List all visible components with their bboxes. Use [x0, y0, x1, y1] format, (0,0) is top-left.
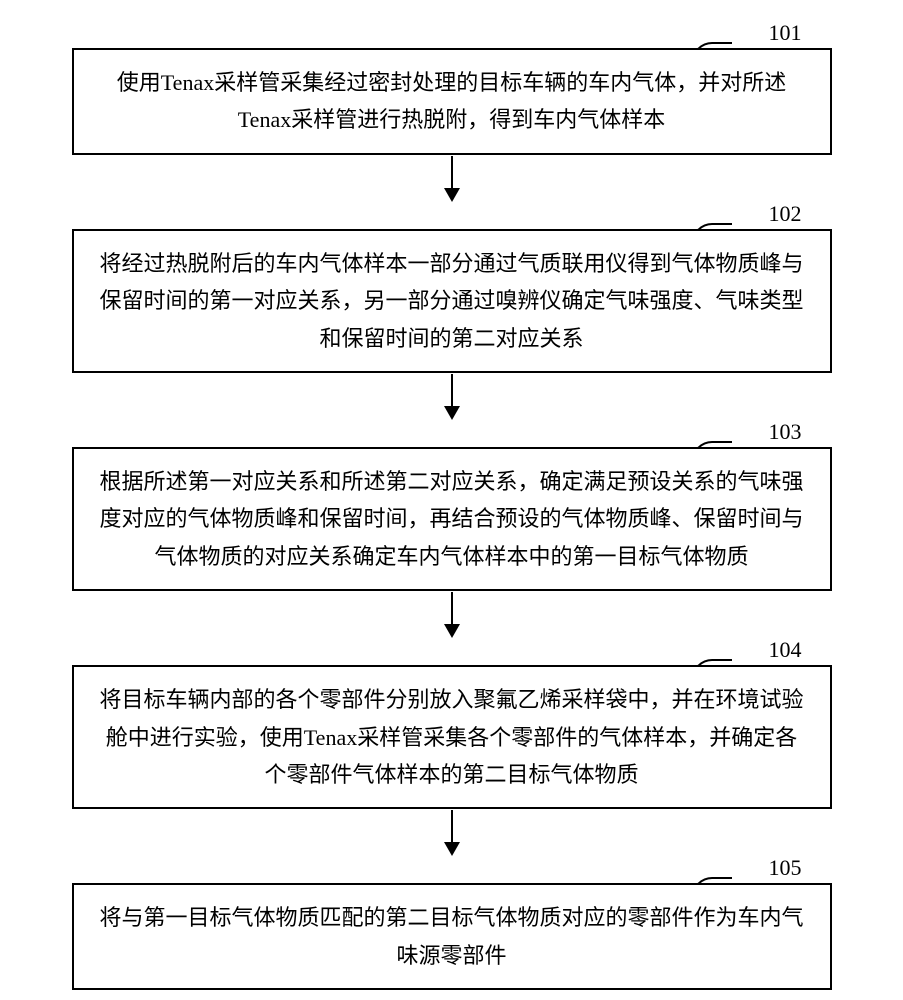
step-box-2: 将经过热脱附后的车内气体样本一部分通过气质联用仪得到气体物质峰与保留时间的第一对… — [72, 229, 832, 373]
flowchart-container: 101 使用Tenax采样管采集经过密封处理的目标车辆的车内气体，并对所述Ten… — [40, 30, 863, 990]
arrow-line — [451, 592, 453, 624]
arrow-3 — [444, 591, 460, 639]
step-wrapper-1: 101 使用Tenax采样管采集经过密封处理的目标车辆的车内气体，并对所述Ten… — [72, 48, 832, 155]
step-box-5: 将与第一目标气体物质匹配的第二目标气体物质对应的零部件作为车内气味源零部件 — [72, 883, 832, 990]
step-wrapper-3: 103 根据所述第一对应关系和所述第二对应关系，确定满足预设关系的气味强度对应的… — [72, 447, 832, 591]
step-wrapper-2: 102 将经过热脱附后的车内气体样本一部分通过气质联用仪得到气体物质峰与保留时间… — [72, 229, 832, 373]
step-label-3: 103 — [769, 419, 802, 445]
step-label-2: 102 — [769, 201, 802, 227]
arrow-head-icon — [444, 624, 460, 638]
arrow-head-icon — [444, 406, 460, 420]
step-box-3: 根据所述第一对应关系和所述第二对应关系，确定满足预设关系的气味强度对应的气体物质… — [72, 447, 832, 591]
step-label-1: 101 — [769, 20, 802, 46]
step-wrapper-4: 104 将目标车辆内部的各个零部件分别放入聚氟乙烯采样袋中，并在环境试验舱中进行… — [72, 665, 832, 809]
arrow-line — [451, 810, 453, 842]
step-box-4: 将目标车辆内部的各个零部件分别放入聚氟乙烯采样袋中，并在环境试验舱中进行实验，使… — [72, 665, 832, 809]
arrow-head-icon — [444, 842, 460, 856]
arrow-1 — [444, 155, 460, 203]
step-wrapper-5: 105 将与第一目标气体物质匹配的第二目标气体物质对应的零部件作为车内气味源零部… — [72, 883, 832, 990]
arrow-head-icon — [444, 188, 460, 202]
step-label-4: 104 — [769, 637, 802, 663]
arrow-line — [451, 374, 453, 406]
arrow-4 — [444, 809, 460, 857]
step-box-1: 使用Tenax采样管采集经过密封处理的目标车辆的车内气体，并对所述Tenax采样… — [72, 48, 832, 155]
arrow-line — [451, 156, 453, 188]
step-label-5: 105 — [769, 855, 802, 881]
arrow-2 — [444, 373, 460, 421]
